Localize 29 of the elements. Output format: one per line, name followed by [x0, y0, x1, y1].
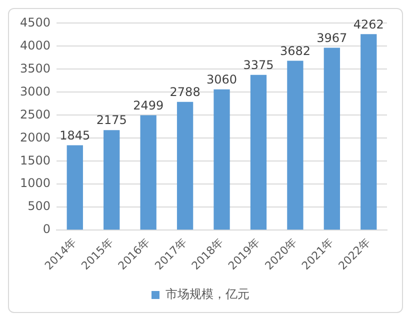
y-tick-label: 0 — [42, 222, 51, 236]
bar — [176, 102, 194, 230]
y-tick-label: 4500 — [20, 15, 51, 30]
legend-label: 市场规模，亿元 — [166, 287, 250, 302]
y-tick-label: 500 — [28, 199, 51, 214]
bar — [250, 74, 267, 230]
data-label: 3060 — [206, 72, 238, 87]
data-label: 4262 — [353, 17, 384, 32]
bar — [360, 34, 377, 230]
bar — [324, 48, 340, 230]
data-label: 2175 — [96, 113, 127, 128]
data-label: 3967 — [316, 30, 348, 45]
bar — [66, 145, 83, 230]
bar — [214, 89, 230, 230]
data-label: 2499 — [133, 98, 164, 112]
data-label: 3375 — [243, 58, 274, 72]
y-tick-label: 2500 — [20, 107, 51, 122]
data-label: 2788 — [170, 85, 200, 100]
y-tick-label: 2000 — [20, 130, 51, 144]
y-tick-label: 1500 — [20, 153, 51, 168]
y-tick-label: 3000 — [20, 84, 51, 98]
y-tick-label: 3500 — [20, 61, 51, 76]
data-label: 1845 — [60, 128, 90, 142]
bar — [287, 60, 304, 230]
data-label: 3682 — [280, 44, 310, 58]
bar — [104, 130, 120, 230]
bar — [140, 115, 156, 230]
y-tick-label: 4000 — [20, 38, 51, 52]
y-tick-label: 1000 — [20, 176, 51, 190]
